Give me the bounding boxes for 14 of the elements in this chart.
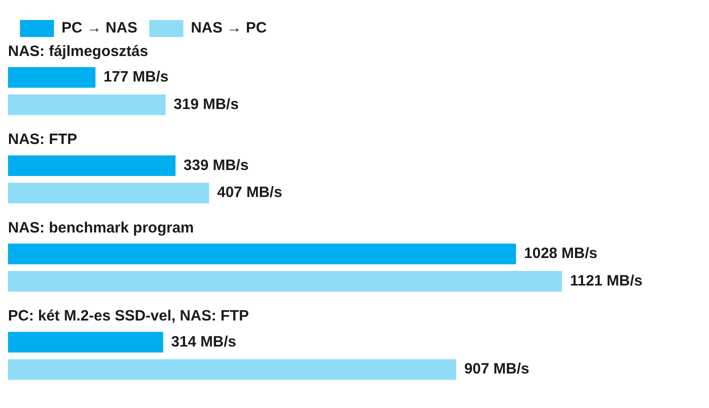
- data-label: 177 MB/s: [103, 68, 169, 86]
- legend-label: PC → NAS: [62, 20, 138, 37]
- legend-label: NAS → PC: [190, 20, 267, 37]
- data-label: 319 MB/s: [174, 96, 239, 113]
- data-label: 314 MB/s: [171, 333, 236, 350]
- y-tick-label: NAS: FTP: [8, 131, 78, 148]
- data-label: 407 MB/s: [217, 184, 282, 202]
- y-tick-label: NAS: fájlmegosztás: [8, 42, 148, 60]
- y-tick-label: PC: két M.2-es SSD-vel, NAS: FTP: [8, 308, 249, 325]
- y-tick-label: NAS: benchmark program: [8, 219, 194, 236]
- data-label: 907 MB/s: [464, 360, 530, 378]
- data-label: 1028 MB/s: [524, 245, 598, 262]
- data-label: 1121 MB/s: [570, 272, 643, 290]
- data-label: 339 MB/s: [184, 156, 249, 174]
